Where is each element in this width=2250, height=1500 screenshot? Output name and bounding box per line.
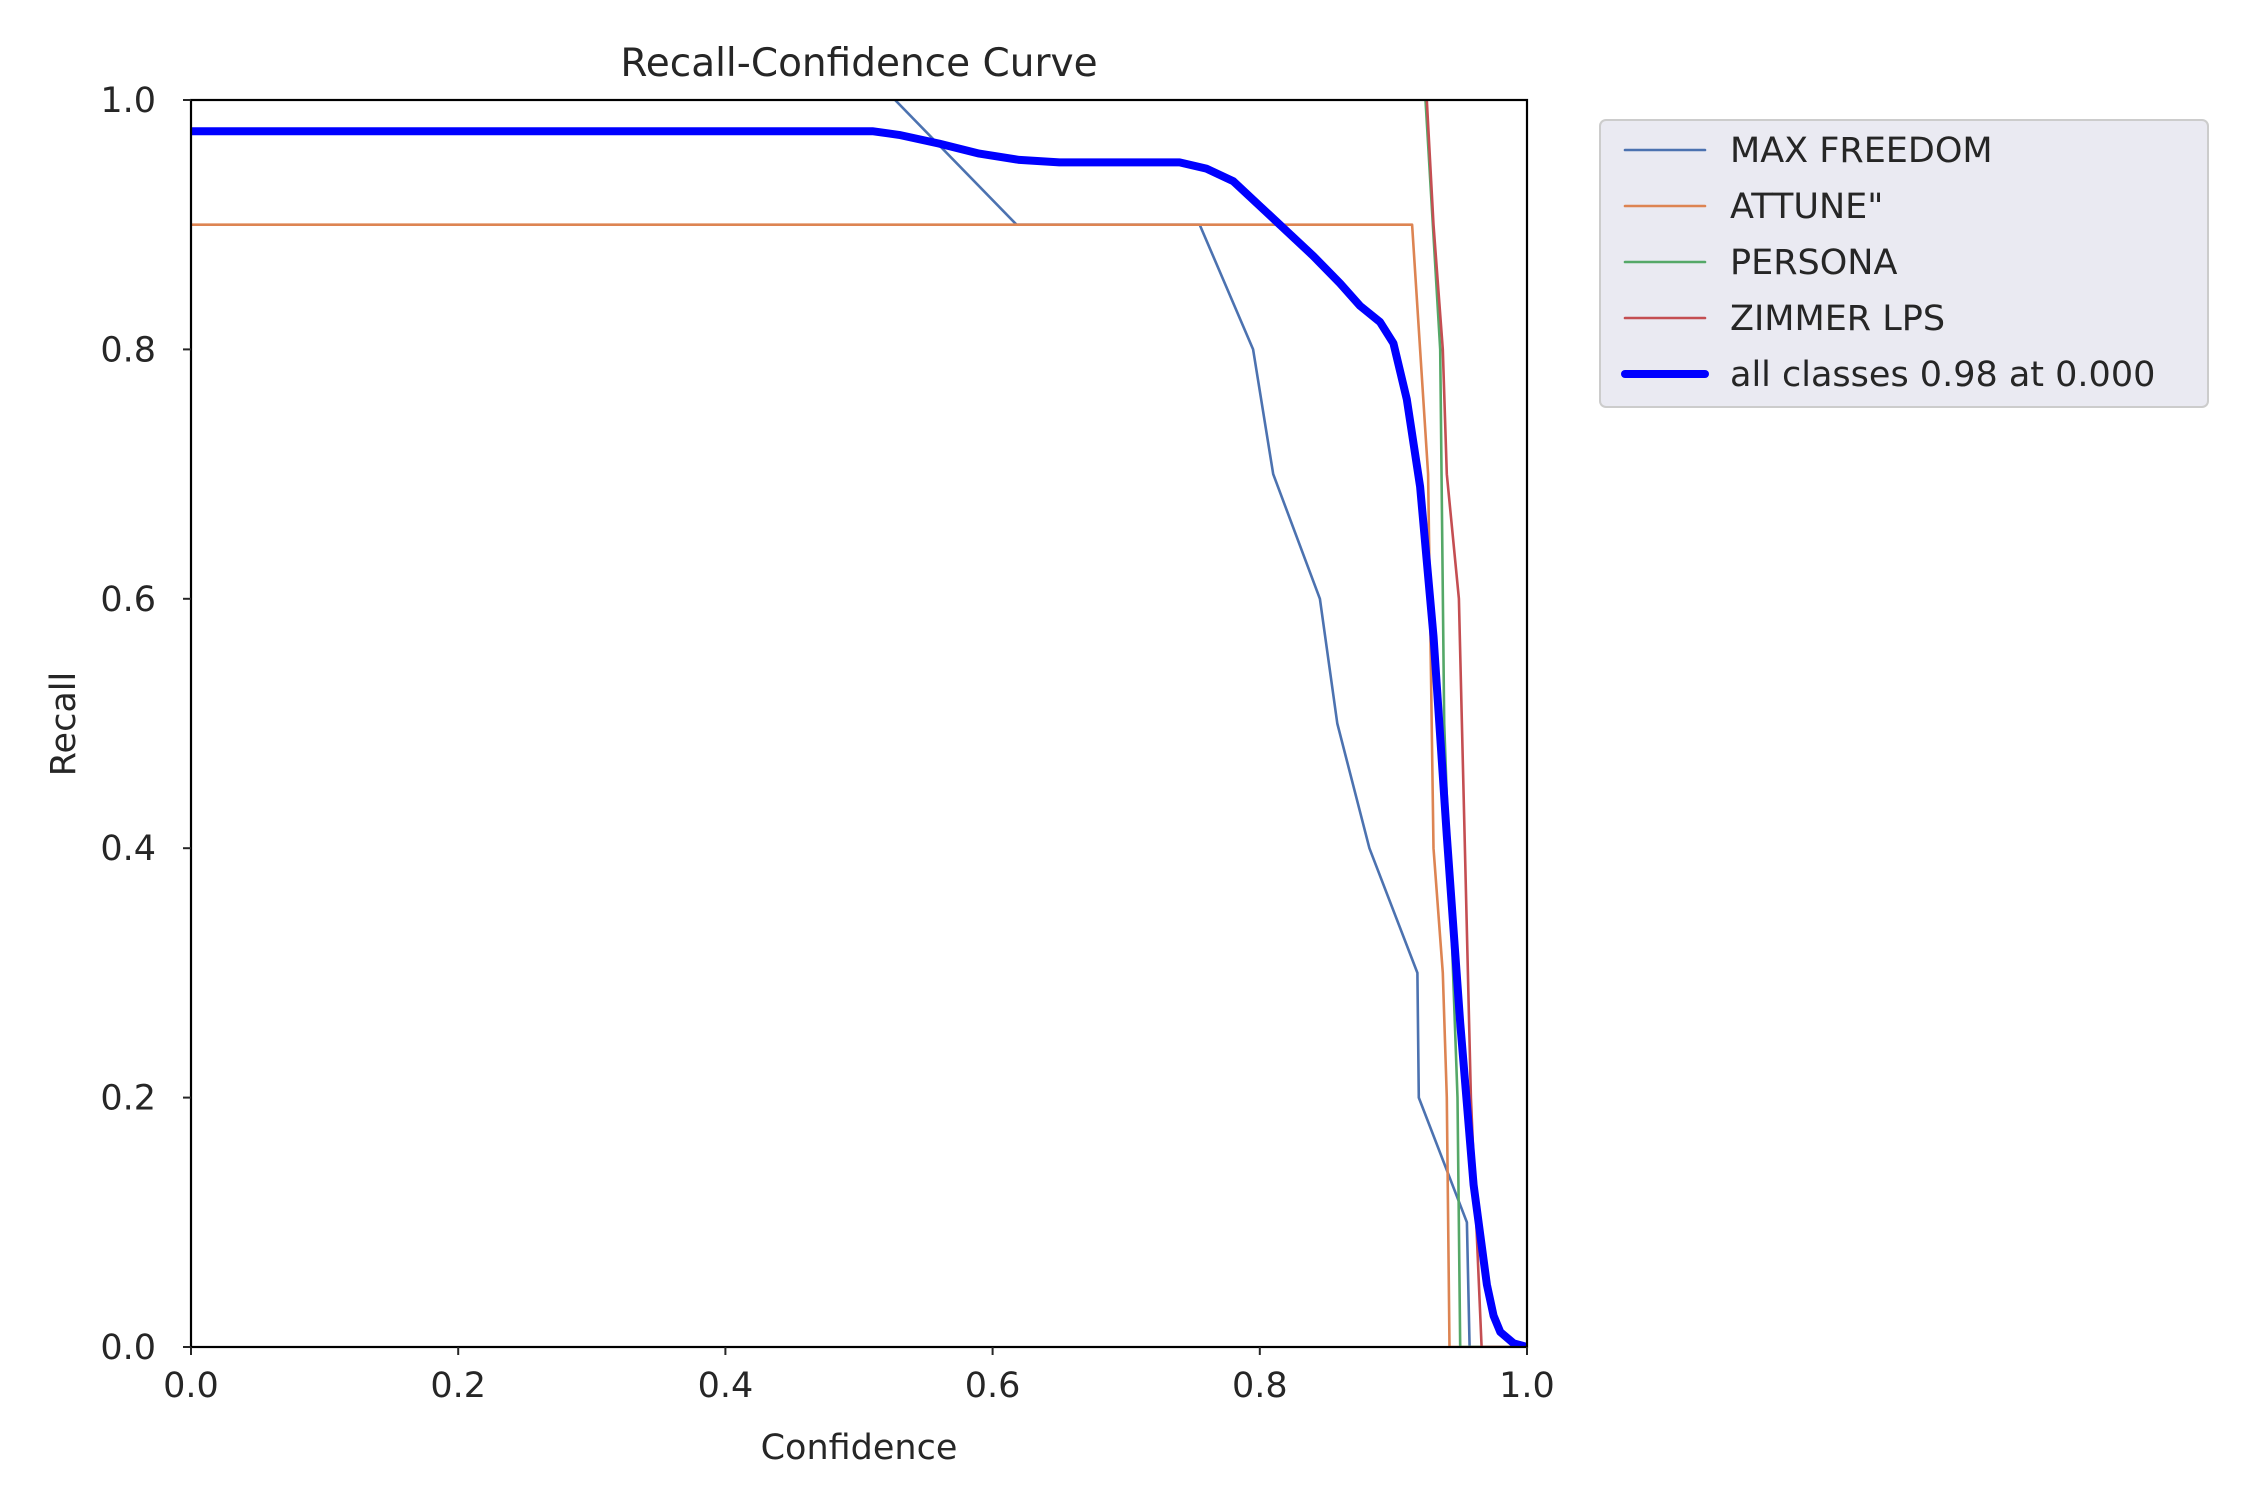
x-tick-label: 1.0 xyxy=(1499,1366,1555,1406)
y-tick-label: 0.0 xyxy=(100,1328,156,1368)
legend: MAX FREEDOM ATTUNE" PERSONA ZIMMER LPS all c… xyxy=(1599,119,2209,408)
series-line-4 xyxy=(191,127,1527,1347)
x-tick-label: 0.4 xyxy=(698,1366,754,1406)
x-tick-label: 0.6 xyxy=(965,1366,1021,1406)
series-layer xyxy=(191,100,1527,1347)
x-tick-label: 0.2 xyxy=(430,1366,486,1406)
legend-label-0: MAX FREEDOM xyxy=(1730,131,1993,171)
y-axis-label: Recall xyxy=(44,672,84,776)
series-line-3 xyxy=(1425,100,1527,1347)
x-tick-label: 0.8 xyxy=(1232,1366,1288,1406)
y-tick-label: 0.2 xyxy=(100,1079,156,1119)
y-tick-label: 1.0 xyxy=(100,81,156,121)
series-line-1 xyxy=(191,223,1527,1347)
x-tick-label: 0.0 xyxy=(163,1366,219,1406)
x-axis-label: Confidence xyxy=(761,1428,958,1468)
legend-label-1: ATTUNE" xyxy=(1730,187,1883,227)
chart-title: Recall-Confidence Curve xyxy=(620,41,1097,86)
legend-label-2: PERSONA xyxy=(1730,243,1897,283)
legend-box xyxy=(1599,119,2209,408)
plot-frame xyxy=(189,98,1529,1349)
ticks-layer: 0.0 0.2 0.4 0.6 0.8 1.0 0.0 0.2 0.4 0.6 0.8 1.0 xyxy=(100,81,1555,1406)
legend-label-3: ZIMMER LPS xyxy=(1730,299,1945,339)
y-tick-label: 0.4 xyxy=(100,829,156,869)
y-tick-label: 0.8 xyxy=(100,330,156,370)
y-tick-label: 0.6 xyxy=(100,580,156,620)
legend-label-4: all classes 0.98 at 0.000 xyxy=(1730,355,2155,395)
